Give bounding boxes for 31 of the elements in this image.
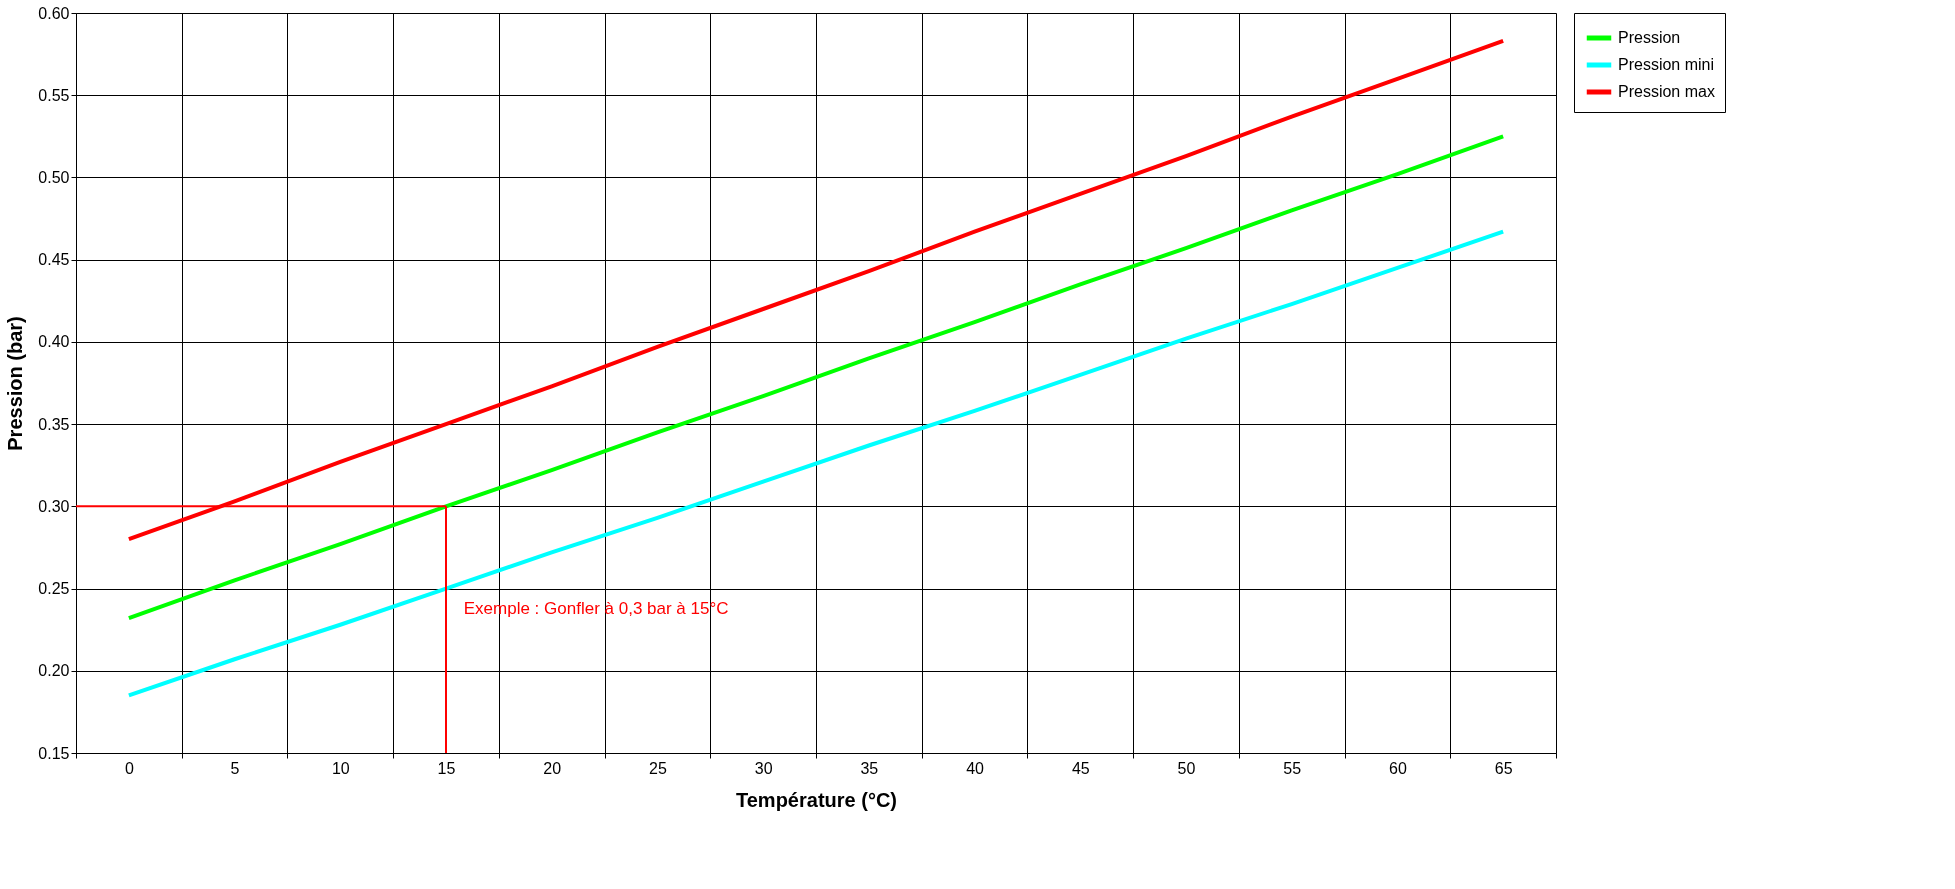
y-tick-label: 0.25 [38,580,70,598]
x-tick-label: 45 [1071,759,1090,777]
x-tick-label: 50 [1177,759,1196,777]
x-tick-label: 65 [1494,759,1513,777]
x-tick-label: 0 [124,759,134,777]
x-tick-label: 35 [860,759,879,777]
y-tick-label: 0.45 [38,251,70,269]
x-tick-label: 5 [230,759,240,777]
x-tick-label: 25 [649,759,667,777]
legend-label: Pression mini [1618,56,1715,73]
y-tick-label: 0.20 [38,662,70,680]
line-series [126,134,1506,621]
y-tick-label: 0.60 [38,4,70,22]
legend-label: Pression [1618,29,1681,46]
y-axis-title: Pression (bar) [4,316,27,451]
x-tick-label: 10 [331,759,350,777]
x-tick-label: 40 [966,759,985,777]
y-tick-label: 0.40 [38,333,70,351]
y-tick-label: 0.15 [38,744,70,762]
y-tick-label: 0.35 [38,415,70,433]
line-series [126,229,1506,698]
legend-label: Pression max [1618,83,1715,100]
y-tick-label: 0.30 [38,497,70,515]
x-axis-title: Température (°C) [736,788,897,811]
x-tick-label: 55 [1283,759,1302,777]
y-tick-label: 0.50 [38,168,70,186]
x-tick-label: 60 [1389,759,1407,777]
y-tick-label: 0.55 [38,86,70,104]
x-tick-label: 30 [754,759,773,777]
x-tick-label: 20 [543,759,562,777]
x-tick-label: 15 [437,759,456,777]
